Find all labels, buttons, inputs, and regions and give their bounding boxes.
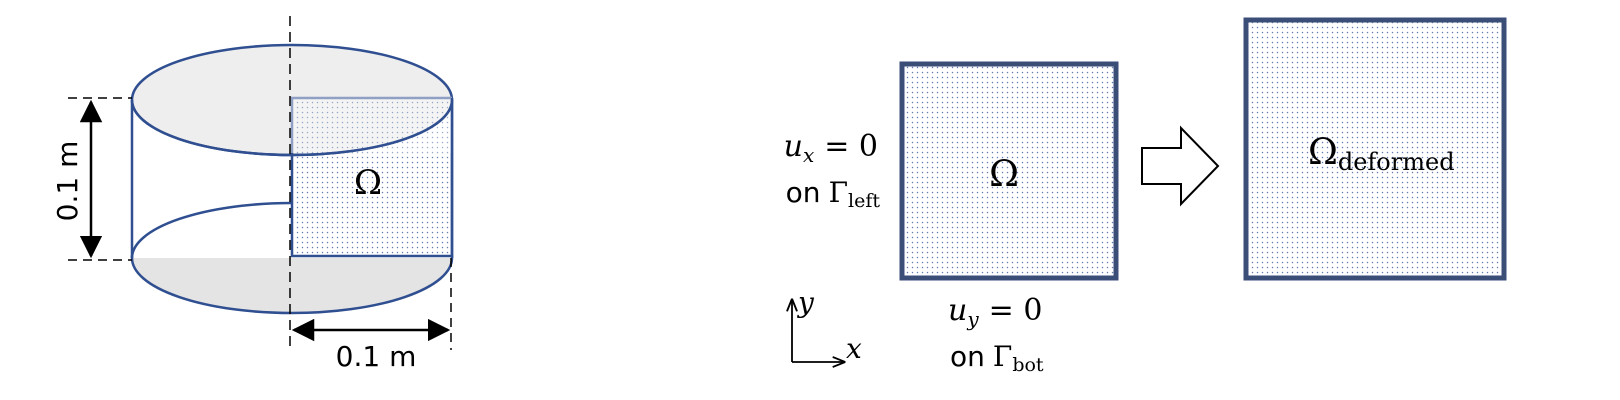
deformed-omega: Ω — [1308, 132, 1338, 173]
bc-left-gamma: Γ — [829, 176, 848, 209]
axis-y-label: y — [796, 286, 815, 319]
bc-left-gamma-sub: left — [848, 190, 880, 212]
reference-domain-square — [899, 61, 1119, 281]
bc-bottom-eq: = 0 — [989, 293, 1043, 328]
cylinder-domain-slice-outline — [290, 98, 454, 258]
bc-left-equation: ux = 0 — [784, 129, 878, 167]
radius-dimension-label: 0.1 m — [336, 340, 417, 373]
bc-left-on: on — [786, 176, 821, 209]
deformed-sub: deformed — [1338, 148, 1455, 176]
height-dimension-label: 0.1 m — [51, 141, 84, 222]
bc-bottom-location: on Γbot — [950, 340, 1044, 376]
bc-left-var: u — [784, 129, 803, 164]
deformed-domain-label: Ωdeformed — [1308, 132, 1455, 176]
cylinder-bottom-back-arc — [130, 201, 293, 259]
bc-left-eq: = 0 — [824, 129, 878, 164]
cylinder-top-front-arc — [130, 99, 454, 157]
bc-bottom-var: u — [948, 293, 967, 328]
bc-left-location: on Γleft — [786, 176, 881, 212]
bc-bottom-equation: uy = 0 — [948, 293, 1042, 331]
reference-domain: Ω ux = 0 on Γleft uy = 0 on Γbot y x — [784, 61, 1119, 376]
cylinder-domain-label: Ω — [354, 163, 382, 203]
deformed-domain: Ωdeformed — [1243, 17, 1507, 281]
reference-domain-label: Ω — [989, 154, 1019, 195]
deformed-domain-rect — [1243, 17, 1507, 281]
cylinder-domain-slice-top — [292, 98, 452, 153]
bc-left-sub: x — [803, 143, 814, 167]
cylinder-diagram: Ω 0.1 m 0.1 m — [51, 16, 454, 373]
bc-bottom-on: on — [950, 340, 985, 373]
block-right-arrow-icon — [1141, 125, 1220, 207]
bc-bottom-gamma-sub: bot — [1012, 354, 1044, 376]
bc-bottom-sub: y — [966, 307, 979, 331]
axis-x-label: x — [846, 332, 862, 365]
cylinder-domain-slice — [292, 98, 452, 256]
cylinder-domain-slice-hidden-edge — [290, 96, 452, 153]
bc-bottom-gamma: Γ — [993, 340, 1012, 373]
